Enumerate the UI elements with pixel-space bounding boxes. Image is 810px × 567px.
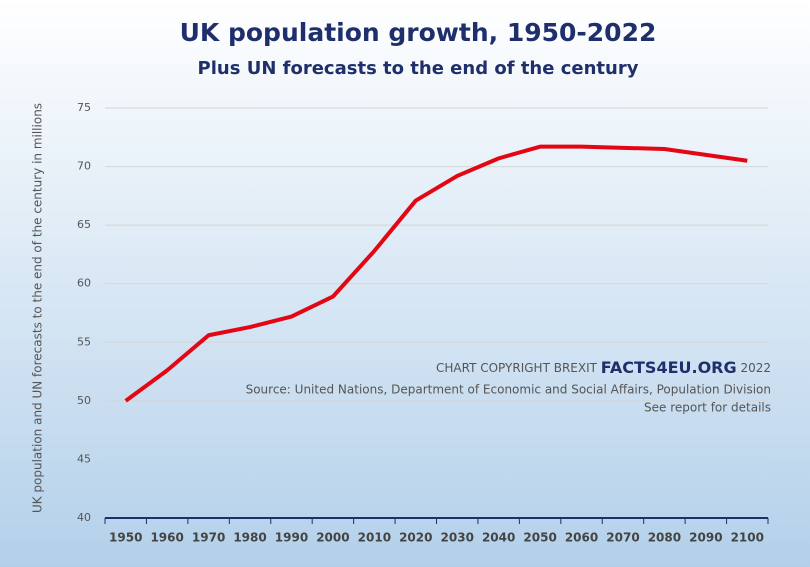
- y-tick-label: 55: [77, 335, 91, 348]
- x-tick-label: 2020: [399, 531, 432, 545]
- y-axis-label: UK population and UN forecasts to the en…: [31, 103, 45, 513]
- y-tick-label: 50: [77, 394, 91, 407]
- y-tick-label: 70: [77, 160, 91, 173]
- x-tick-label: 1980: [233, 531, 266, 545]
- x-tick-label: 2050: [523, 531, 556, 545]
- x-tick-label: 2040: [482, 531, 515, 545]
- data-line: [124, 144, 748, 403]
- copyright: CHART COPYRIGHT BREXIT FACTS4EU.ORG 2022: [436, 358, 771, 377]
- y-tick-label: 65: [77, 218, 91, 231]
- x-tick-label: 2010: [358, 531, 391, 545]
- x-tick-label: 2000: [316, 531, 349, 545]
- chart-subtitle: Plus UN forecasts to the end of the cent…: [198, 58, 639, 79]
- y-tick-label: 75: [77, 101, 91, 114]
- x-tick-label: 2100: [731, 531, 764, 545]
- x-tick-label: 1950: [109, 531, 142, 545]
- copyright-prefix: CHART COPYRIGHT BREXIT: [436, 361, 598, 375]
- chart-title: UK population growth, 1950-2022: [180, 18, 657, 47]
- brand: FACTS4EU.ORG: [601, 358, 737, 377]
- x-tick-label: 1970: [192, 531, 225, 545]
- x-tick-label: 2070: [606, 531, 639, 545]
- x-tick-label: 1990: [275, 531, 308, 545]
- copyright-year: 2022: [740, 361, 771, 375]
- source: Source: United Nations, Department of Ec…: [246, 383, 771, 397]
- x-tick-label: 2060: [565, 531, 598, 545]
- y-tick-label: 45: [77, 452, 91, 465]
- x-tick-label: 2090: [689, 531, 722, 545]
- x-tick-label: 2030: [441, 531, 474, 545]
- note: See report for details: [644, 401, 771, 415]
- y-tick-label: 60: [77, 277, 91, 290]
- x-tick-label: 1960: [150, 531, 183, 545]
- x-tick-label: 2080: [648, 531, 681, 545]
- y-tick-label: 40: [77, 511, 91, 524]
